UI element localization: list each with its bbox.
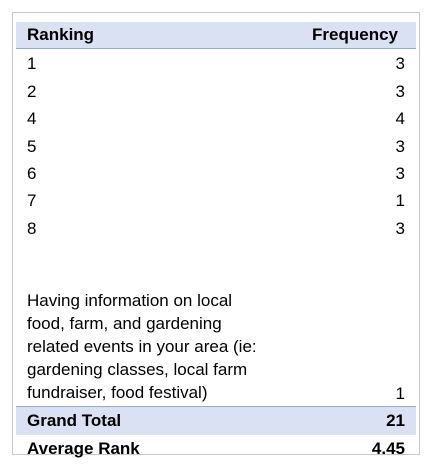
frequency-cell: 3 <box>395 136 405 156</box>
ranking-cell: Having information on local food, farm, … <box>27 290 257 402</box>
average-rank-row: Average Rank 4.45 <box>16 435 416 463</box>
grand-total-label: Grand Total <box>27 410 122 430</box>
frequency-cell: 3 <box>395 163 405 183</box>
frequency-column-header: Frequency <box>312 25 398 44</box>
ranking-cell: 5 <box>27 136 37 156</box>
frequency-cell: 1 <box>395 383 405 403</box>
average-rank-value: 4.45 <box>371 438 405 458</box>
table-frame <box>12 12 420 455</box>
ranking-cell: 8 <box>27 218 37 238</box>
table-row: Having information on local food, farm, … <box>16 241 416 406</box>
average-rank-label: Average Rank <box>27 438 140 458</box>
grand-total-row: Grand Total 21 <box>16 405 416 435</box>
ranking-column-header: Ranking <box>27 25 95 44</box>
frequency-cell: 3 <box>395 218 405 238</box>
frequency-cell: 3 <box>395 54 405 74</box>
ranking-cell: 4 <box>27 109 37 129</box>
ranking-cell: 7 <box>27 191 37 211</box>
frequency-cell: 4 <box>395 109 405 129</box>
ranking-cell: 2 <box>27 81 37 101</box>
frequency-cell: 3 <box>395 81 405 101</box>
table-header-row: Ranking Frequency <box>16 22 416 49</box>
grand-total-value: 21 <box>386 410 405 430</box>
ranking-cell: 6 <box>27 163 37 183</box>
frequency-cell: 1 <box>395 191 405 211</box>
ranking-cell: 1 <box>27 54 37 74</box>
